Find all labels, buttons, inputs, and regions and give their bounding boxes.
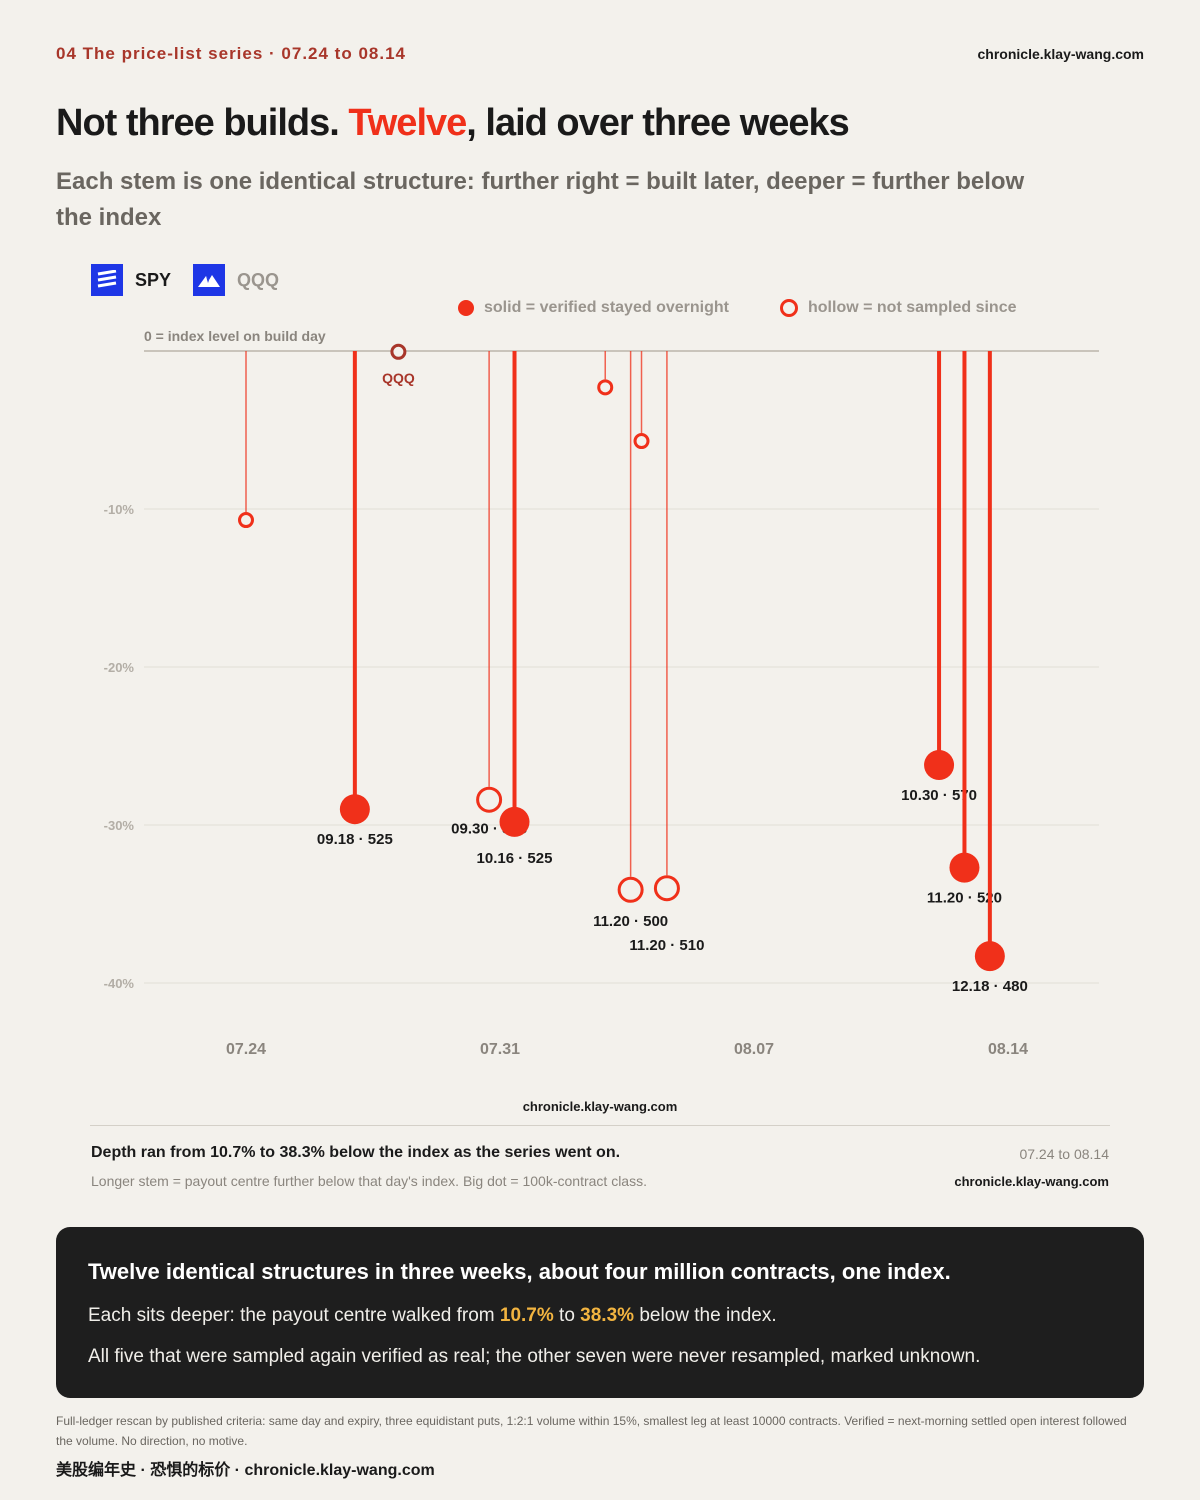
point-9 xyxy=(924,749,955,780)
x-tick-label: 08.14 xyxy=(988,1041,1028,1058)
summary-num-2: 38.3% xyxy=(580,1305,635,1326)
point-label-2: QQQ xyxy=(382,370,415,386)
y-tick-label: -30% xyxy=(104,818,135,833)
point-8 xyxy=(653,875,680,902)
point-5 xyxy=(597,379,614,396)
note-title: Depth ran from 10.7% to 38.3% below the … xyxy=(91,1144,621,1161)
solid-dot-icon xyxy=(458,300,474,316)
summary-headline: Twelve identical structures in three wee… xyxy=(88,1259,951,1284)
ticker-spy: SPY xyxy=(91,264,171,296)
divider xyxy=(90,1125,1110,1126)
x-tick-label: 07.31 xyxy=(480,1041,520,1058)
point-label-11: 12.18 · 480 xyxy=(952,978,1028,995)
spy-lines-icon xyxy=(91,264,123,296)
point-label-10: 11.20 · 520 xyxy=(927,890,1002,907)
site-link-top[interactable]: chronicle.klay-wang.com xyxy=(977,46,1145,62)
y-tick-label: -10% xyxy=(104,502,135,517)
baseline-label: 0 = index level on build day xyxy=(144,328,326,344)
point-0 xyxy=(238,512,254,529)
legend-solid-label: solid = verified stayed overnight xyxy=(484,299,729,316)
summary-box: Twelve identical structures in three wee… xyxy=(56,1227,1144,1398)
point-4 xyxy=(499,806,530,837)
title-part2: , laid over three weeks xyxy=(466,102,850,144)
ticker-qqq-label: QQQ xyxy=(237,269,280,290)
chart-site-link[interactable]: chronicle.klay-wang.com xyxy=(522,1099,678,1114)
y-tick-label: -40% xyxy=(104,976,135,991)
summary-line1-b: to xyxy=(553,1305,581,1326)
summary-line1-c: below the index. xyxy=(634,1305,777,1326)
page-title: Not three builds. Twelve, laid over thre… xyxy=(56,102,850,145)
note-site-link[interactable]: chronicle.klay-wang.com xyxy=(954,1174,1109,1189)
point-label-4: 10.16 · 525 xyxy=(477,850,553,867)
summary-num-1: 10.7% xyxy=(499,1305,554,1326)
point-label-9: 10.30 · 570 xyxy=(901,787,977,804)
note-range: 07.24 to 08.14 xyxy=(1019,1146,1109,1162)
point-6 xyxy=(617,876,644,903)
point-1 xyxy=(339,794,370,825)
title-highlight: Twelve xyxy=(348,102,467,144)
stem-chart: -10% -20% -30% -40% 0 = index level on build… xyxy=(104,328,1099,1058)
legend-hollow-label: hollow = not sampled since xyxy=(808,299,1017,316)
footer: 美股编年史 · 恐惧的标价 · chronicle.klay-wang.com xyxy=(56,1462,435,1479)
summary-line-2: All five that were sampled again verifie… xyxy=(88,1346,981,1367)
x-tick-label: 07.24 xyxy=(226,1041,266,1058)
series-label: 04 The price-list series · 07.24 to 08.1… xyxy=(56,44,406,63)
note-text: Longer stem = payout centre further belo… xyxy=(91,1173,647,1189)
subtitle: Each stem is one identical structure: fu… xyxy=(56,168,1025,231)
title-part1: Not three builds. xyxy=(56,102,349,144)
ticker-spy-label: SPY xyxy=(135,269,172,290)
ticker-qqq: QQQ xyxy=(193,264,279,296)
y-tick-label: -20% xyxy=(104,660,135,675)
hollow-dot-icon xyxy=(780,299,798,317)
qqq-mountain-icon xyxy=(193,264,225,296)
summary-line1-a: Each sits deeper: the payout centre walk… xyxy=(88,1305,500,1326)
fine-print: Full-ledger rescan by published criteria… xyxy=(56,1414,1127,1448)
point-3 xyxy=(476,786,503,813)
point-label-8: 11.20 · 510 xyxy=(629,937,704,954)
summary-line-1: Each sits deeper: the payout centre walk… xyxy=(88,1305,777,1327)
point-label-1: 09.18 · 525 xyxy=(317,831,393,848)
legend-hollow: hollow = not sampled since xyxy=(780,299,1016,317)
x-tick-label: 08.07 xyxy=(734,1041,774,1058)
point-11 xyxy=(974,941,1005,972)
point-2 xyxy=(390,343,407,360)
point-10 xyxy=(949,852,980,883)
point-7 xyxy=(633,433,650,450)
legend-solid: solid = verified stayed overnight xyxy=(458,299,729,317)
point-label-6: 11.20 · 500 xyxy=(593,913,668,930)
